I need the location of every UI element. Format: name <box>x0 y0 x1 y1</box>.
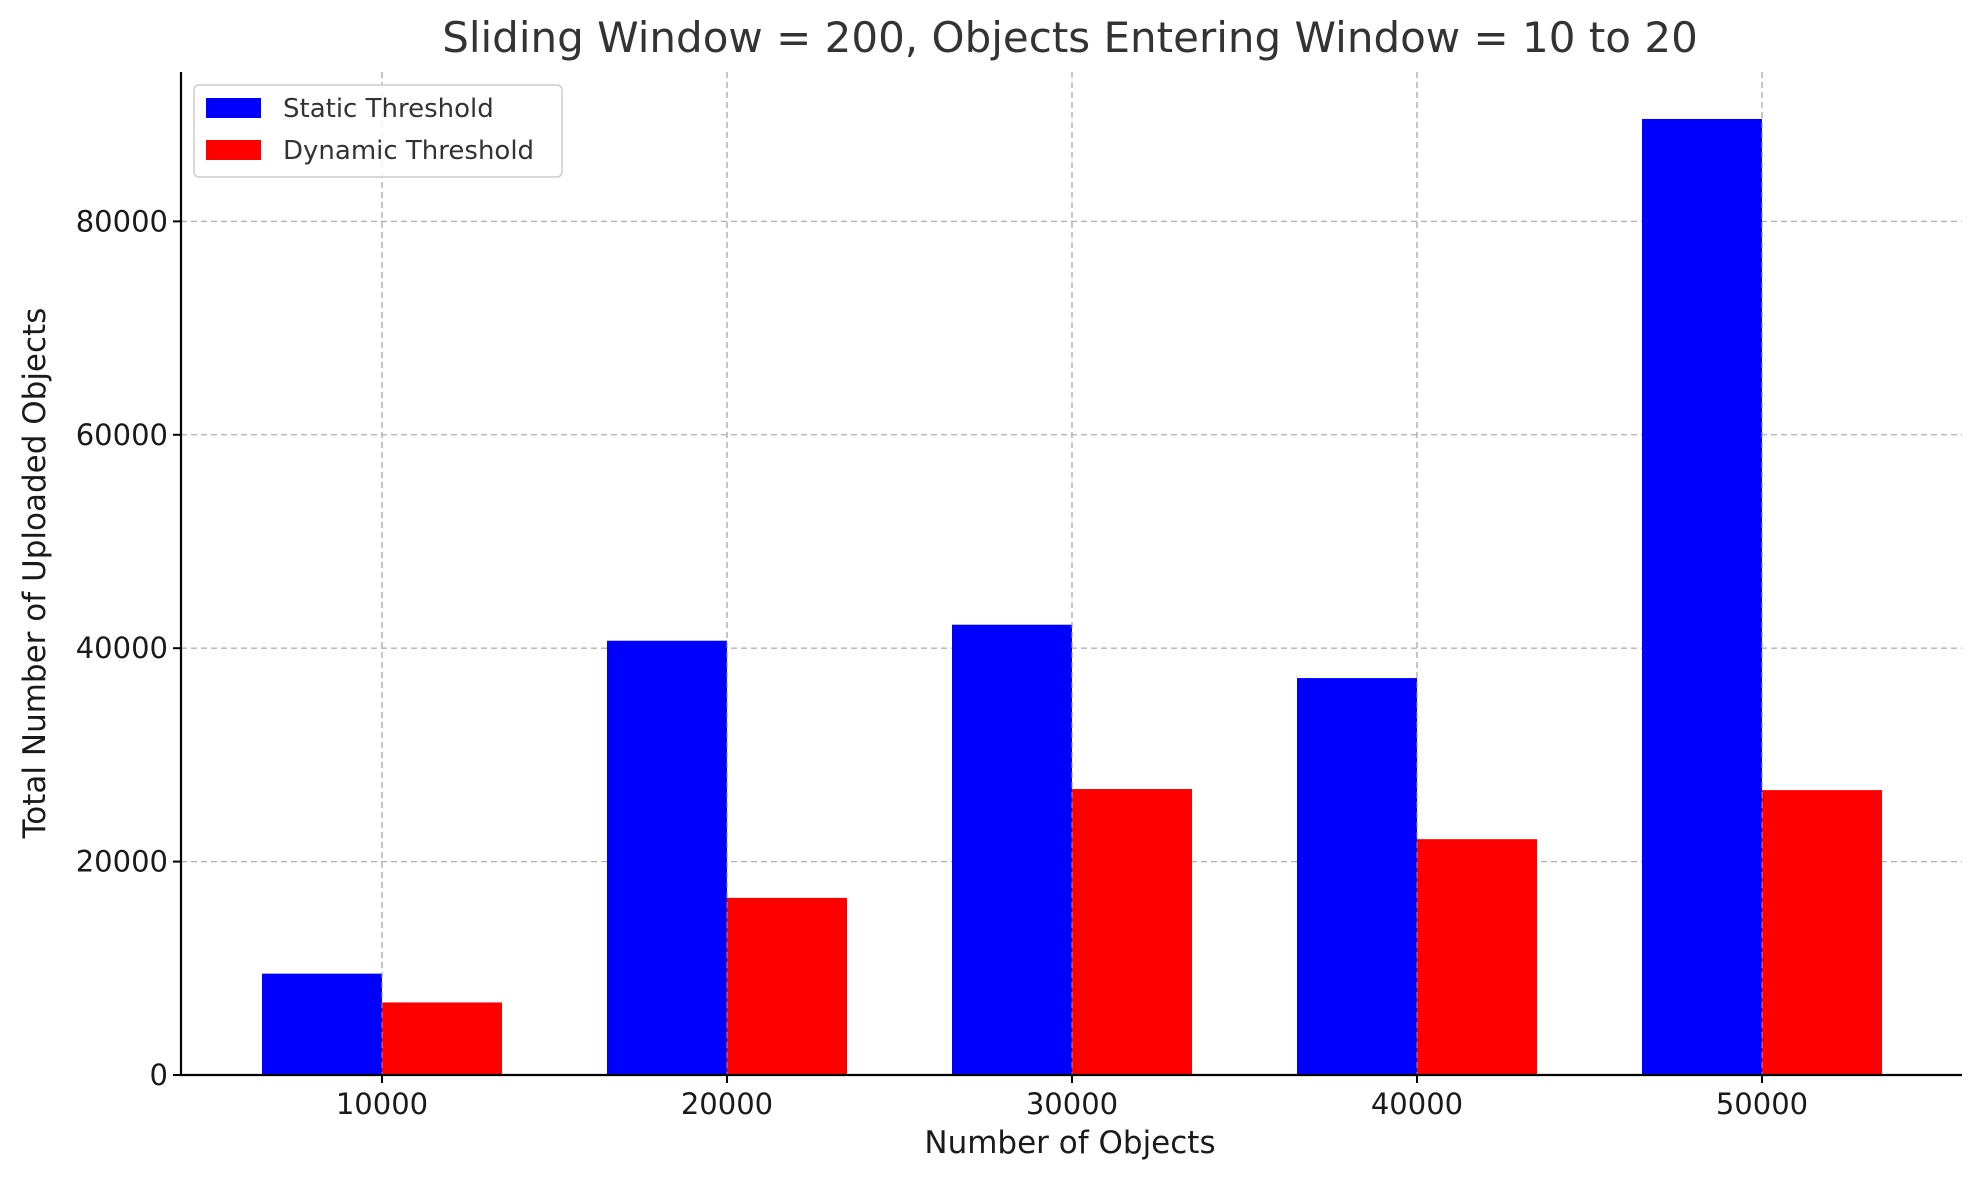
y-tick-label: 20000 <box>76 845 168 879</box>
chart-title: Sliding Window = 200, Objects Entering W… <box>442 13 1698 62</box>
dynamic-threshold-bar-30000 <box>1072 789 1192 1075</box>
x-tick-label: 30000 <box>1026 1087 1118 1121</box>
dynamic-threshold-bar-50000 <box>1762 790 1882 1075</box>
y-tick-label: 80000 <box>76 204 168 238</box>
y-tick-label: 60000 <box>76 418 168 452</box>
x-axis-label: Number of Objects <box>924 1125 1215 1161</box>
legend-label-static: Static Threshold <box>283 94 494 124</box>
legend-swatch-dynamic <box>206 140 261 160</box>
axis-ticks: 0 20000 40000 60000 80000 10000 20000 30000 4000… <box>76 204 1808 1121</box>
legend-label-dynamic: Dynamic Threshold <box>283 136 534 166</box>
x-tick-label: 50000 <box>1716 1087 1808 1121</box>
static-threshold-bar-20000 <box>607 640 727 1075</box>
legend: Static Threshold Dynamic Threshold <box>193 84 563 178</box>
static-threshold-bar-10000 <box>262 973 382 1075</box>
bars <box>262 72 1882 1076</box>
y-axis-label: Total Number of Uploaded Objects <box>17 308 53 840</box>
y-tick-label: 0 <box>150 1058 168 1092</box>
dynamic-threshold-bar-40000 <box>1417 839 1537 1075</box>
static-threshold-bar-40000 <box>1297 678 1417 1075</box>
static-threshold-bar-30000 <box>952 624 1072 1075</box>
legend-swatch-static <box>206 98 261 118</box>
x-tick-label: 20000 <box>681 1087 773 1121</box>
x-tick-label: 10000 <box>336 1087 428 1121</box>
static-threshold-bar-50000 <box>1642 118 1762 1076</box>
legend-frame <box>193 84 563 178</box>
dynamic-threshold-bar-10000 <box>382 1002 502 1075</box>
x-tick-label: 40000 <box>1371 1087 1463 1121</box>
dynamic-threshold-bar-20000 <box>727 897 847 1075</box>
y-tick-label: 40000 <box>76 631 168 665</box>
